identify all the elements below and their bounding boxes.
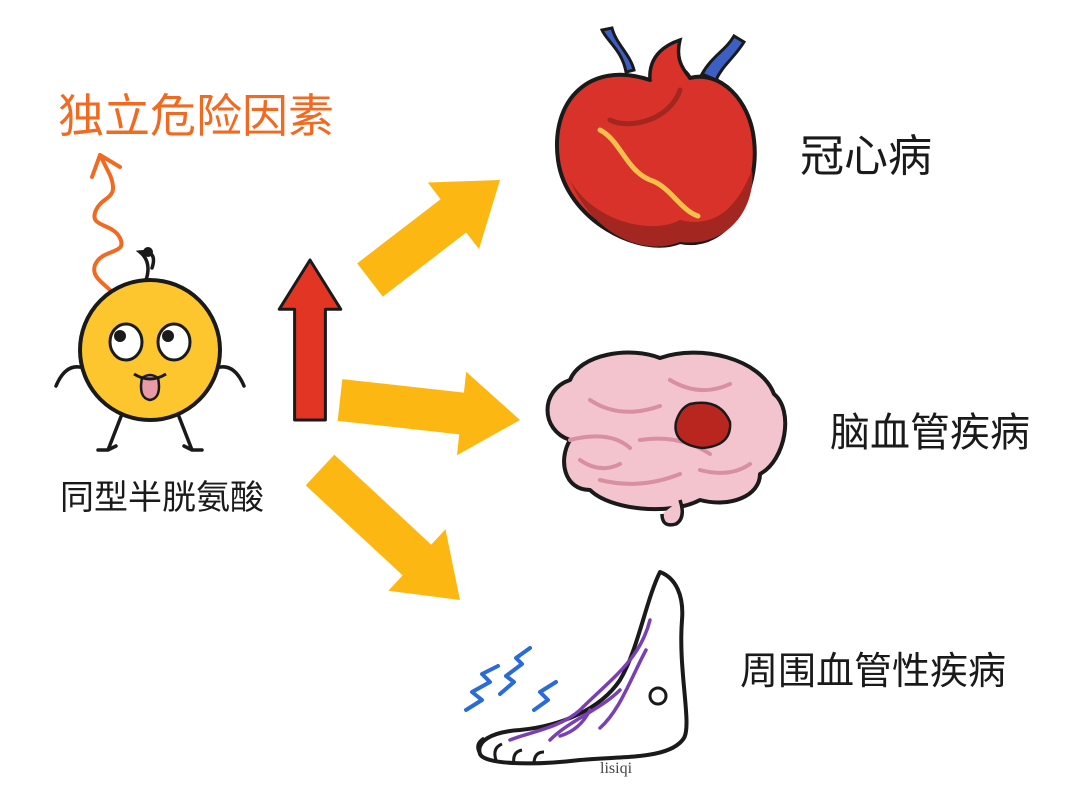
up-arrow-icon [279,260,341,420]
brain-icon [548,353,786,525]
character-label: 同型半胱氨酸 [60,470,264,519]
squiggle-arrow-icon [92,155,122,300]
heart-label: 冠心病 [800,120,932,184]
foot-icon [466,572,687,764]
signature-label: lisiqi [600,760,632,778]
heart-icon [557,28,755,247]
brain-label: 脑血管疾病 [830,400,1030,458]
character-icon [56,247,244,450]
title-label: 独立危险因素 [58,80,334,146]
diagram-stage: 独立危险因素 同型半胱氨酸 冠心病 脑血管疾病 周围血管性疾病 lisiqi [0,0,1080,783]
foot-label: 周围血管性疾病 [740,640,1006,695]
